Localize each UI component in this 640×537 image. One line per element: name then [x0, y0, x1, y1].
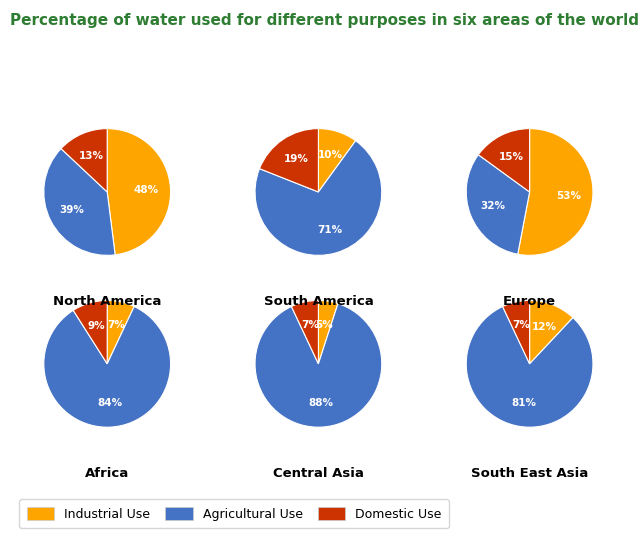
Text: 39%: 39% [60, 205, 84, 215]
Text: 7%: 7% [512, 321, 530, 330]
Text: 32%: 32% [481, 201, 506, 212]
Wedge shape [466, 155, 529, 254]
Text: 48%: 48% [134, 185, 159, 194]
Text: North America: North America [53, 295, 161, 308]
Wedge shape [466, 307, 593, 427]
Text: 88%: 88% [308, 398, 333, 408]
Text: 19%: 19% [284, 155, 308, 164]
Wedge shape [44, 307, 171, 427]
Wedge shape [318, 301, 338, 364]
Wedge shape [259, 128, 319, 192]
Text: 7%: 7% [107, 321, 125, 330]
Text: 84%: 84% [97, 398, 122, 408]
Wedge shape [44, 149, 115, 255]
Wedge shape [255, 303, 382, 427]
Text: 13%: 13% [79, 151, 104, 161]
Text: South America: South America [264, 295, 373, 308]
Legend: Industrial Use, Agricultural Use, Domestic Use: Industrial Use, Agricultural Use, Domest… [19, 499, 449, 528]
Text: 10%: 10% [318, 150, 343, 159]
Wedge shape [73, 301, 108, 364]
Text: Africa: Africa [85, 467, 129, 480]
Wedge shape [529, 301, 573, 364]
Text: 53%: 53% [556, 191, 581, 201]
Text: Percentage of water used for different purposes in six areas of the world.: Percentage of water used for different p… [10, 13, 640, 28]
Text: 9%: 9% [88, 321, 105, 331]
Text: 15%: 15% [499, 152, 524, 162]
Text: 81%: 81% [511, 397, 536, 408]
Wedge shape [61, 128, 108, 192]
Wedge shape [502, 301, 530, 364]
Text: Central Asia: Central Asia [273, 467, 364, 480]
Text: 7%: 7% [301, 321, 319, 330]
Text: South East Asia: South East Asia [471, 467, 588, 480]
Wedge shape [255, 141, 382, 255]
Wedge shape [107, 301, 134, 364]
Wedge shape [478, 128, 530, 192]
Text: 12%: 12% [532, 322, 557, 332]
Wedge shape [518, 128, 593, 255]
Wedge shape [291, 301, 319, 364]
Text: Europe: Europe [503, 295, 556, 308]
Wedge shape [318, 128, 356, 192]
Text: 5%: 5% [316, 320, 333, 330]
Wedge shape [107, 128, 171, 255]
Text: 71%: 71% [317, 224, 342, 235]
